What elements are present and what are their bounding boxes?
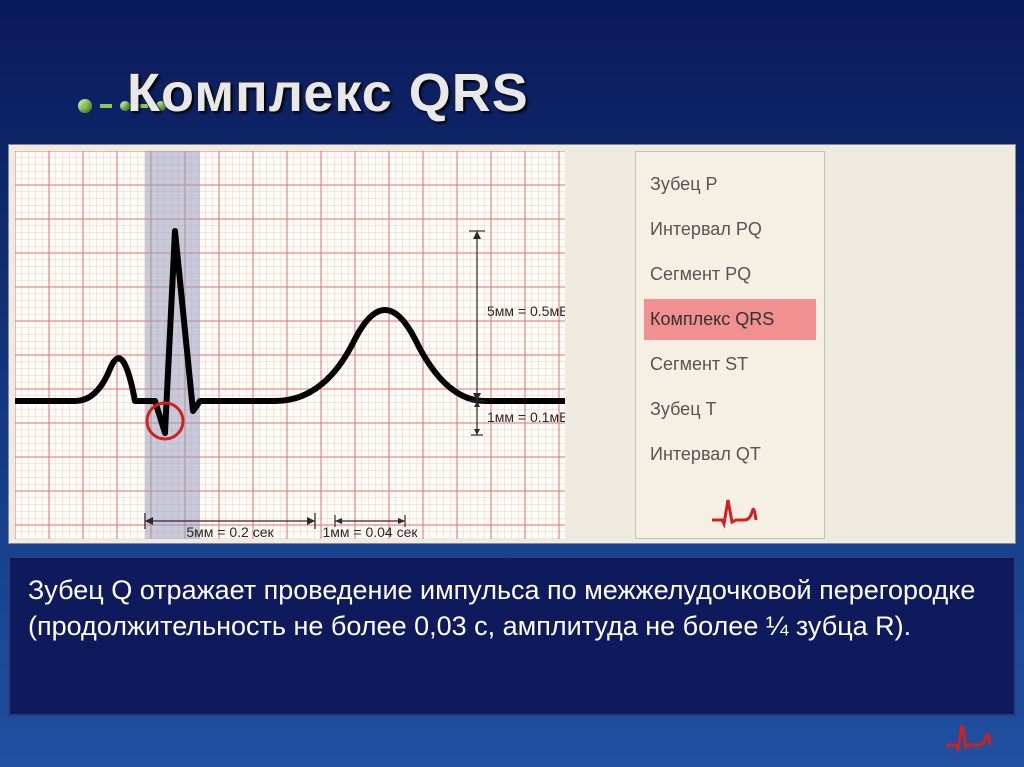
legend-item[interactable]: Интервал QT — [644, 434, 816, 475]
vertical-measure-label: 5мм = 0.5мВ — [487, 303, 565, 319]
horizontal-measure-1-label: 5мм = 0.2 сек — [186, 524, 274, 539]
horizontal-measure-1mm: 1мм = 0.04 сек — [322, 515, 418, 539]
legend-panel: Зубец PИнтервал PQСегмент PQКомплекс QRS… — [635, 151, 825, 539]
legend-item[interactable]: Сегмент PQ — [644, 254, 816, 295]
legend-item[interactable]: Зубец P — [644, 164, 816, 205]
ecg-mini-icon — [710, 492, 760, 532]
qrs-highlight-band — [145, 151, 200, 539]
legend-item[interactable]: Сегмент ST — [644, 344, 816, 385]
vertical-measure-1mm: 1мм = 0.1мВ — [471, 401, 565, 435]
content-panel: 5мм = 0.5мВ 1мм = 0.1мВ 5мм = 0.2 сек — [8, 144, 1016, 544]
legend-item[interactable]: Комплекс QRS — [644, 299, 816, 340]
slide-title: Комплекс QRS — [127, 62, 529, 124]
horizontal-measure-2-label: 1мм = 0.04 сек — [322, 524, 418, 539]
legend-item[interactable]: Зубец T — [644, 389, 816, 430]
caption-text: Зубец Q отражает проведение импульса по … — [28, 575, 975, 641]
vertical-measure-5mm: 5мм = 0.5мВ — [469, 231, 565, 401]
legend-item[interactable]: Интервал PQ — [644, 209, 816, 250]
corner-ecg-icon — [944, 717, 1004, 759]
vertical-measure-small-label: 1мм = 0.1мВ — [487, 409, 565, 425]
caption-box: Зубец Q отражает проведение импульса по … — [8, 556, 1016, 716]
ecg-graph: 5мм = 0.5мВ 1мм = 0.1мВ 5мм = 0.2 сек — [15, 151, 565, 539]
ecg-waveform — [15, 231, 565, 433]
ecg-wave-svg: 5мм = 0.5мВ 1мм = 0.1мВ 5мм = 0.2 сек — [15, 151, 565, 539]
